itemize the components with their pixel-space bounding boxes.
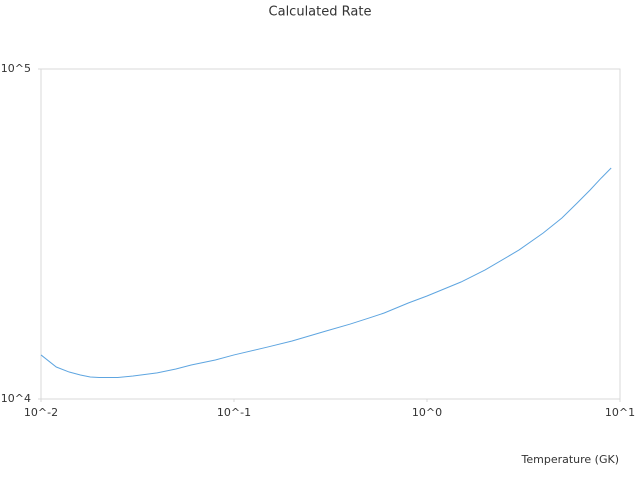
y-tick-label: 10^4	[1, 392, 31, 405]
x-tick-label: 10^0	[412, 406, 442, 419]
line-series	[40, 167, 612, 378]
x-tick-label: 10^-2	[24, 406, 58, 419]
plot-area	[40, 68, 621, 400]
x-tick-label: 10^1	[605, 406, 635, 419]
x-axis-label: Temperature (GK)	[521, 453, 620, 466]
y-tick-label: 10^5	[1, 62, 31, 75]
x-tick-label: 10^-1	[217, 406, 251, 419]
chart-title: Calculated Rate	[269, 5, 372, 20]
